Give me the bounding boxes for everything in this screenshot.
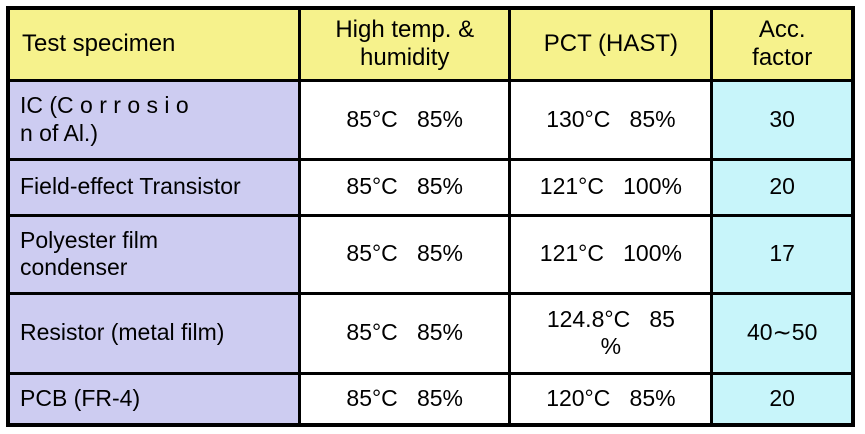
pct-hast-cell: 121°C 100%	[508, 157, 714, 217]
acc-factor-cell: 20	[710, 371, 855, 427]
high-temp-humidity-cell: 85°C 85%	[298, 291, 512, 375]
column-header-high-temp-humidity: High temp. & humidity	[298, 6, 512, 82]
header-row: Test specimen High temp. & humidity PCT …	[6, 6, 855, 82]
table-row-ic: IC (C o r r o s i o n of Al.) 85°C 85% 1…	[6, 78, 855, 161]
table-row-pcb: PCB (FR-4) 85°C 85% 120°C 85% 20	[6, 371, 855, 427]
column-header-pct-hast: PCT (HAST)	[508, 6, 714, 82]
high-temp-humidity-cell: 85°C 85%	[298, 157, 512, 217]
column-header-acc-factor: Acc. factor	[710, 6, 855, 82]
high-temp-humidity-cell: 85°C 85%	[298, 213, 512, 295]
high-temp-humidity-cell: 85°C 85%	[298, 78, 512, 161]
column-header-test-specimen: Test specimen	[6, 6, 302, 82]
specimen-cell: PCB (FR-4)	[6, 371, 302, 427]
acc-factor-cell: 40∼50	[710, 291, 855, 375]
acc-factor-cell: 20	[710, 157, 855, 217]
acc-factor-cell: 30	[710, 78, 855, 161]
specimen-cell: Field-effect Transistor	[6, 157, 302, 217]
acc-factor-cell: 17	[710, 213, 855, 295]
table-row-polyester: Polyester film condenser 85°C 85% 121°C …	[6, 213, 855, 295]
specimen-cell: Resistor (metal film)	[6, 291, 302, 375]
acceleration-factor-table: Test specimen High temp. & humidity PCT …	[6, 6, 855, 427]
pct-hast-cell: 120°C 85%	[508, 371, 714, 427]
specimen-cell: Polyester film condenser	[6, 213, 302, 295]
pct-hast-cell: 124.8°C 85 %	[508, 291, 714, 375]
pct-hast-cell: 130°C 85%	[508, 78, 714, 161]
table-row-fet: Field-effect Transistor 85°C 85% 121°C 1…	[6, 157, 855, 217]
pct-hast-cell: 121°C 100%	[508, 213, 714, 295]
table-row-resistor: Resistor (metal film) 85°C 85% 124.8°C 8…	[6, 291, 855, 375]
high-temp-humidity-cell: 85°C 85%	[298, 371, 512, 427]
specimen-cell: IC (C o r r o s i o n of Al.)	[6, 78, 302, 161]
